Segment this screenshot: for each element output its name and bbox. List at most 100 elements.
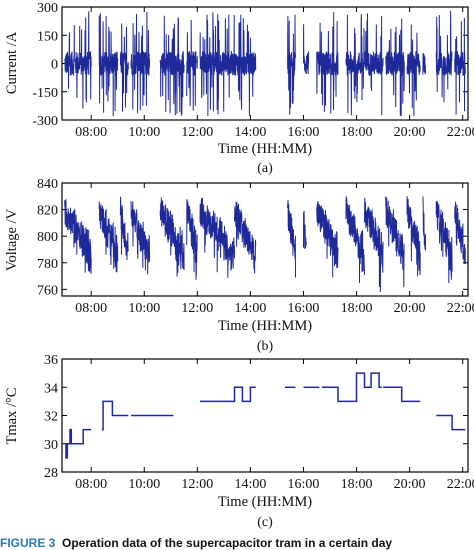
temperature-step-line xyxy=(64,428,92,459)
panel-voltage: 08:00 10:00 12:00 14:00 16:00 18:00 20:00 22:00… xyxy=(4,177,474,354)
voltage-trace-segment xyxy=(159,197,185,277)
current-xtick-label: 10:00 xyxy=(128,125,160,140)
voltage-xtick-label: 20:00 xyxy=(394,301,426,316)
current-trace-segment xyxy=(435,10,453,103)
voltage-trace-segment xyxy=(303,210,307,249)
panel-current-xlabel: Time (HH:MM) xyxy=(218,141,312,157)
current-trace-segment xyxy=(98,13,119,117)
voltage-trace-segment xyxy=(98,201,119,273)
panel-temperature-ticks: 08:00 10:00 12:00 14:00 16:00 18:00 20:00 22:00… xyxy=(44,353,474,492)
voltage-xtick-label: 16:00 xyxy=(288,301,320,316)
current-xtick-label: 22:00 xyxy=(447,125,474,140)
voltage-trace-segment xyxy=(406,196,421,277)
voltage-trace-segment xyxy=(199,197,235,278)
temperature-step-line xyxy=(383,386,421,403)
current-xtick-label: 08:00 xyxy=(75,125,107,140)
current-trace-segment xyxy=(130,11,151,114)
panel-temperature-trace xyxy=(64,372,466,459)
current-ytick-label: 0 xyxy=(51,58,58,73)
panel-current: 08:00 10:00 12:00 14:00 16:00 18:00 20:00 22:00… xyxy=(4,1,474,176)
voltage-ytick-label: 820 xyxy=(37,204,58,219)
voltage-trace-segment xyxy=(454,201,466,265)
temperature-step-line xyxy=(322,372,382,403)
figure-caption: FIGURE 3 Operation data of the supercapa… xyxy=(0,536,392,550)
caption-text: Operation data of the supercapacitor tra… xyxy=(62,536,393,550)
current-xtick-label: 20:00 xyxy=(394,125,426,140)
temperature-ytick-label: 28 xyxy=(44,466,58,481)
voltage-trace-segment xyxy=(422,196,426,251)
current-trace-segment xyxy=(454,17,466,115)
panel-voltage-tag: (b) xyxy=(257,339,274,354)
panel-current-tag: (a) xyxy=(257,161,273,176)
temperature-xtick-label: 18:00 xyxy=(341,477,373,492)
voltage-trace-segment xyxy=(316,201,339,278)
voltage-xtick-label: 08:00 xyxy=(75,301,107,316)
panel-voltage-frame xyxy=(61,182,469,297)
temperature-xtick-label: 14:00 xyxy=(234,477,266,492)
voltage-trace-segment xyxy=(186,199,198,280)
current-ytick-label: 150 xyxy=(37,29,58,44)
current-ytick-label: -150 xyxy=(32,86,58,101)
current-trace-segment xyxy=(64,11,92,109)
voltage-ytick-label: 840 xyxy=(37,177,58,192)
temperature-xtick-label: 10:00 xyxy=(128,477,160,492)
temperature-xtick-label: 20:00 xyxy=(394,477,426,492)
voltage-trace-segment xyxy=(119,196,129,261)
panel-temperature: 08:00 10:00 12:00 14:00 16:00 18:00 20:00 22:00… xyxy=(4,353,474,530)
current-trace-segment xyxy=(385,18,405,117)
temperature-step-line xyxy=(436,414,466,431)
temperature-xtick-label: 12:00 xyxy=(181,477,213,492)
voltage-trace-segment xyxy=(364,197,384,293)
panel-current-trace xyxy=(64,10,466,117)
voltage-trace-segment xyxy=(64,198,92,274)
panel-voltage-trace xyxy=(64,196,466,293)
panel-temperature-tag: (c) xyxy=(257,515,273,530)
current-trace-segment xyxy=(199,12,235,116)
voltage-ytick-label: 800 xyxy=(37,230,58,245)
current-ytick-label: -300 xyxy=(32,114,58,129)
voltage-trace-segment xyxy=(435,201,453,284)
voltage-xtick-label: 14:00 xyxy=(234,301,266,316)
voltage-trace-segment xyxy=(287,200,296,278)
temperature-step-line xyxy=(200,386,256,403)
voltage-trace-segment xyxy=(130,201,151,275)
current-trace-segment xyxy=(406,24,421,117)
voltage-ytick-label: 780 xyxy=(37,257,58,272)
current-xtick-label: 18:00 xyxy=(341,125,373,140)
current-ytick-label: 300 xyxy=(37,1,58,16)
voltage-xtick-label: 10:00 xyxy=(128,301,160,316)
current-trace-segment xyxy=(186,19,198,111)
current-trace-segment xyxy=(316,12,339,114)
voltage-ytick-label: 760 xyxy=(37,283,58,298)
temperature-step-line xyxy=(101,400,129,431)
temperature-xtick-label: 22:00 xyxy=(447,477,474,492)
current-trace-segment xyxy=(234,14,257,116)
panel-voltage-ylabel: Voltage /V xyxy=(4,208,20,271)
panel-temperature-ylabel: Tmax /°C xyxy=(4,388,20,445)
voltage-xtick-label: 22:00 xyxy=(447,301,474,316)
temperature-ytick-label: 32 xyxy=(44,410,58,425)
panel-voltage-xlabel: Time (HH:MM) xyxy=(218,318,312,334)
temperature-ytick-label: 34 xyxy=(44,381,58,396)
current-xtick-label: 12:00 xyxy=(181,125,213,140)
voltage-trace-segment xyxy=(345,196,365,283)
current-trace-segment xyxy=(119,23,129,112)
panel-voltage-ticks: 08:00 10:00 12:00 14:00 16:00 18:00 20:00 22:00… xyxy=(37,177,474,316)
figure-number: FIGURE 3 xyxy=(0,536,56,550)
current-trace-segment xyxy=(159,15,185,116)
voltage-trace-segment xyxy=(234,201,257,274)
panel-temperature-xlabel: Time (HH:MM) xyxy=(218,494,312,510)
voltage-xtick-label: 18:00 xyxy=(341,301,373,316)
current-trace-segment xyxy=(364,13,384,116)
voltage-xtick-label: 12:00 xyxy=(181,301,213,316)
temperature-ytick-label: 30 xyxy=(44,438,58,453)
current-trace-segment xyxy=(422,52,426,75)
current-xtick-label: 14:00 xyxy=(234,125,266,140)
temperature-xtick-label: 08:00 xyxy=(75,477,107,492)
temperature-ytick-label: 36 xyxy=(44,353,58,368)
panel-current-ticks: 08:00 10:00 12:00 14:00 16:00 18:00 20:00 22:00… xyxy=(32,1,474,140)
voltage-trace-segment xyxy=(385,196,405,288)
temperature-xtick-label: 16:00 xyxy=(288,477,320,492)
current-trace-segment xyxy=(287,14,296,115)
